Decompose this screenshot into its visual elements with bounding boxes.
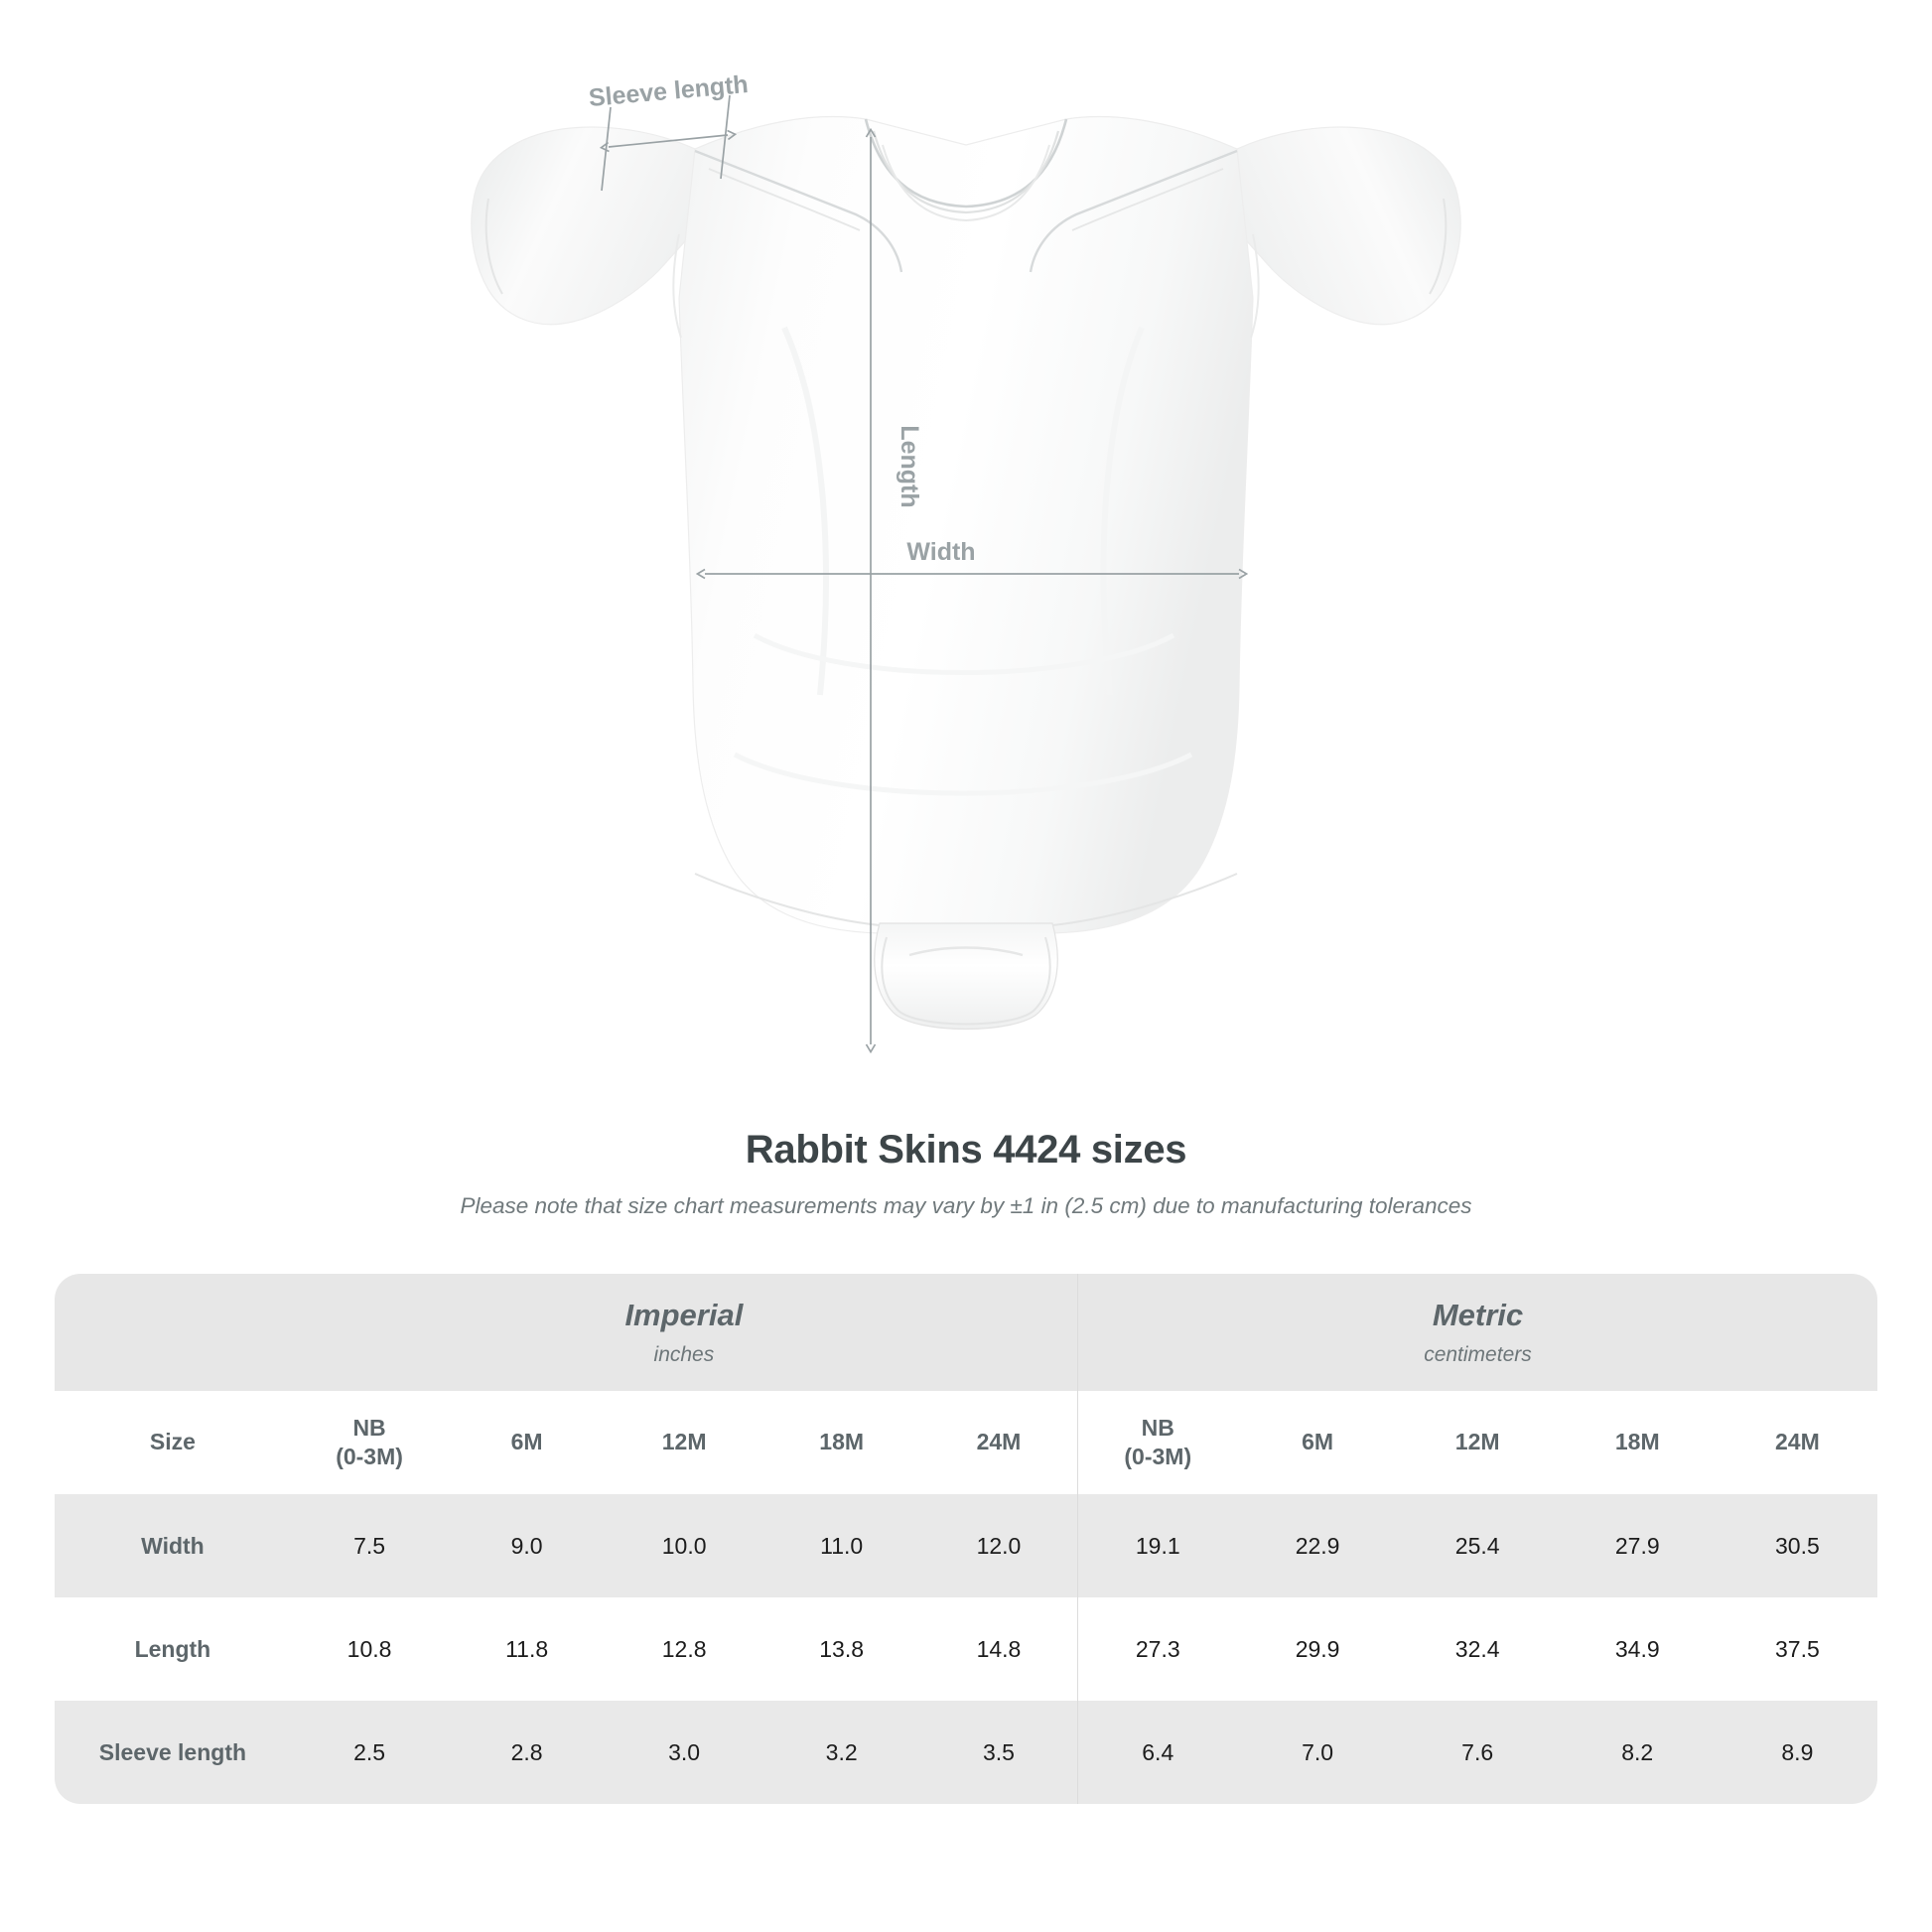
measurement-cell: 11.0	[762, 1494, 920, 1597]
measurement-cell: 10.8	[290, 1597, 449, 1701]
size-column-header: 24M	[1717, 1391, 1877, 1494]
measurement-cell: 13.8	[762, 1597, 920, 1701]
measurement-cell: 22.9	[1237, 1494, 1398, 1597]
unit-name: Metric	[1432, 1298, 1524, 1332]
table-row: Width 7.5 9.0 10.0 11.0 12.0 19.1 22.9 25.4 27.9 3…	[55, 1494, 1877, 1597]
measurement-cell: 27.9	[1557, 1494, 1718, 1597]
measurement-cell: 27.3	[1076, 1597, 1238, 1701]
size-column-header: 18M	[762, 1391, 920, 1494]
size-chart-table-wrap: Imperial inches Metric centimeters Size NB (0-…	[55, 1274, 1877, 1804]
measurement-cell: 12.8	[605, 1597, 763, 1701]
unit-subtitle: inches	[653, 1342, 715, 1366]
size-column-header: 24M	[919, 1391, 1078, 1494]
measurement-cell: 7.5	[290, 1494, 449, 1597]
unit-header-spacer	[55, 1274, 291, 1391]
size-column-header: 12M	[1397, 1391, 1558, 1494]
size-column-header: NB (0-3M)	[1076, 1391, 1238, 1494]
title-block: Rabbit Skins 4424 sizes Please note that…	[0, 1127, 1932, 1219]
measurement-cell: 12.0	[919, 1494, 1078, 1597]
table-row: Length 10.8 11.8 12.8 13.8 14.8 27.3 29.9 32.4 34…	[55, 1597, 1877, 1701]
size-column-header: 6M	[1237, 1391, 1398, 1494]
measurement-cell: 14.8	[919, 1597, 1078, 1701]
bodysuit-graphic	[471, 115, 1461, 1031]
measurement-cell: 29.9	[1237, 1597, 1398, 1701]
row-label: Length	[55, 1597, 291, 1701]
size-chart-table: Imperial inches Metric centimeters Size NB (0-…	[55, 1274, 1877, 1804]
measurement-cell: 25.4	[1397, 1494, 1558, 1597]
row-label: Width	[55, 1494, 291, 1597]
size-column-header: 18M	[1557, 1391, 1718, 1494]
measurement-cell: 3.5	[919, 1701, 1078, 1804]
measurement-cell: 8.2	[1557, 1701, 1718, 1804]
measurement-cell: 2.8	[448, 1701, 606, 1804]
unit-header-row: Imperial inches Metric centimeters	[55, 1274, 1877, 1391]
measurement-cell: 10.0	[605, 1494, 763, 1597]
unit-header-imperial: Imperial inches	[290, 1274, 1078, 1391]
size-column-header: 6M	[448, 1391, 606, 1494]
length-label: Length	[896, 425, 923, 507]
width-label: Width	[906, 538, 975, 566]
measurement-cell: 7.0	[1237, 1701, 1398, 1804]
size-column-header: NB (0-3M)	[290, 1391, 449, 1494]
row-label: Sleeve length	[55, 1701, 291, 1804]
measurement-cell: 7.6	[1397, 1701, 1558, 1804]
page-title: Rabbit Skins 4424 sizes	[745, 1128, 1187, 1172]
measurement-cell: 6.4	[1076, 1701, 1238, 1804]
measurement-cell: 3.0	[605, 1701, 763, 1804]
unit-name: Imperial	[624, 1298, 744, 1332]
tolerance-note: Please note that size chart measurements…	[460, 1193, 1472, 1218]
measurement-cell: 11.8	[448, 1597, 606, 1701]
measurement-cell: 34.9	[1557, 1597, 1718, 1701]
garment-illustration: Sleeve length Length Width	[471, 70, 1461, 1092]
measurement-cell: 37.5	[1717, 1597, 1877, 1701]
measurement-cell: 32.4	[1397, 1597, 1558, 1701]
length-annotation: Length	[871, 137, 923, 1044]
measurement-cell: 8.9	[1717, 1701, 1877, 1804]
measurement-cell: 19.1	[1076, 1494, 1238, 1597]
size-header-row: Size NB (0-3M) 6M 12M 18M 24M NB (0-3M) 6M 12M 18M 2…	[55, 1391, 1877, 1494]
table-row: Sleeve length 2.5 2.8 3.0 3.2 3.5 6.4 7.0 7.6 8.2…	[55, 1701, 1877, 1804]
measurement-cell: 30.5	[1717, 1494, 1877, 1597]
measurement-cell: 9.0	[448, 1494, 606, 1597]
size-column-header: 12M	[605, 1391, 763, 1494]
size-header-label: Size	[55, 1391, 291, 1494]
measurement-cell: 3.2	[762, 1701, 920, 1804]
unit-subtitle: centimeters	[1424, 1342, 1532, 1366]
width-annotation: Width	[705, 538, 1239, 574]
sleeve-length-label: Sleeve length	[588, 70, 750, 112]
unit-header-metric: Metric centimeters	[1076, 1274, 1877, 1391]
measurement-cell: 2.5	[290, 1701, 449, 1804]
